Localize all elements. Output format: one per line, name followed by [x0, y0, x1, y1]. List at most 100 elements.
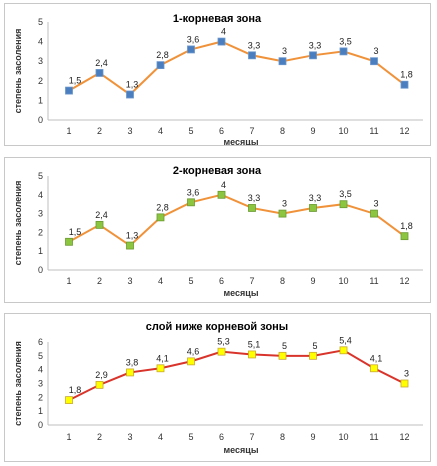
data-point-marker [248, 350, 256, 359]
x-tick-label: 3 [127, 126, 132, 136]
x-tick-label: 6 [219, 126, 224, 136]
data-label: 3,5 [339, 36, 352, 46]
y-tick-label: 4 [38, 190, 43, 200]
data-point-marker [400, 80, 409, 89]
x-tick-label: 5 [188, 432, 193, 442]
data-label: 5 [312, 341, 317, 351]
data-point-marker [339, 47, 348, 56]
data-point-marker [156, 61, 165, 70]
x-tick-label: 5 [188, 276, 193, 286]
y-axis-title: степень засоления [13, 181, 23, 266]
data-point-marker [278, 351, 287, 360]
data-point-marker [400, 379, 409, 388]
data-point-marker [217, 347, 226, 356]
data-label: 4,1 [156, 353, 169, 363]
data-label: 4 [221, 27, 226, 37]
x-axis-title: месяцы [223, 137, 258, 145]
x-tick-label: 6 [219, 432, 224, 442]
data-point-marker [65, 237, 73, 246]
y-tick-label: 3 [38, 209, 43, 219]
data-label: 3,3 [309, 40, 322, 50]
x-tick-label: 4 [158, 276, 163, 286]
data-point-marker [248, 51, 256, 60]
data-label: 3 [282, 46, 287, 56]
chart-panel-3: слой ниже корневой зоны степень засоления… [4, 313, 431, 462]
y-axis-title: степень засоления [13, 341, 23, 426]
data-label: 5,1 [248, 339, 261, 349]
data-point-marker [309, 51, 317, 60]
data-point-marker [370, 57, 378, 66]
y-tick-label: 4 [38, 365, 43, 375]
x-tick-label: 4 [158, 126, 163, 136]
x-tick-label: 8 [280, 126, 285, 136]
y-tick-label: 3 [38, 56, 43, 66]
data-label: 5,3 [217, 337, 230, 347]
data-label: 4,1 [370, 353, 383, 363]
data-label: 3,3 [248, 193, 261, 203]
data-label: 2,9 [95, 370, 108, 380]
data-point-marker [95, 380, 104, 389]
x-tick-label: 7 [249, 432, 254, 442]
y-tick-label: 1 [38, 95, 43, 105]
chart-2-svg: 2-корневая зона степень засоления месяцы 0 1… [13, 165, 423, 298]
data-label: 2,8 [156, 202, 169, 212]
data-point-marker [400, 232, 409, 241]
chart-3-svg: слой ниже корневой зоны степень засоления… [13, 321, 423, 455]
data-label: 3 [282, 199, 287, 209]
x-tick-label: 11 [369, 432, 378, 442]
y-tick-label: 1 [38, 246, 43, 256]
y-tick-label: 0 [38, 115, 43, 125]
data-point-marker [278, 209, 287, 218]
data-point-marker [217, 190, 226, 199]
y-axis-title: степень засоления [13, 29, 23, 114]
chart-title: слой ниже корневой зоны [146, 321, 288, 333]
data-label: 1,8 [69, 385, 82, 395]
y-tick-label: 2 [38, 227, 43, 237]
data-label: 3,3 [248, 40, 261, 50]
y-tick-label: 5 [38, 351, 43, 361]
chart-title: 1-корневая зона [173, 13, 262, 25]
data-label: 1,3 [126, 231, 139, 241]
y-tick-label: 0 [38, 265, 43, 275]
x-tick-label: 10 [338, 276, 348, 286]
x-axis-title: месяцы [223, 288, 258, 298]
data-label: 3,5 [339, 189, 352, 199]
data-point-marker [339, 200, 348, 209]
data-label: 1,5 [69, 76, 82, 86]
x-tick-label: 2 [97, 126, 102, 136]
data-label: 1,5 [69, 227, 82, 237]
series-line [68, 193, 406, 247]
data-point-marker [65, 396, 73, 404]
y-tick-label: 3 [38, 379, 43, 389]
x-tick-label: 7 [249, 276, 254, 286]
data-point-marker [278, 57, 287, 66]
x-tick-label: 10 [338, 126, 348, 136]
data-label: 4 [221, 180, 226, 190]
x-tick-label: 8 [280, 432, 285, 442]
x-tick-label: 1 [66, 126, 71, 136]
chart-panel-1: 1-корневая зона степень засоления месяцы 0 1… [4, 3, 431, 146]
data-point-marker [309, 204, 317, 212]
data-label: 1,8 [400, 221, 413, 231]
data-point-marker [187, 45, 195, 54]
data-label: 3 [373, 46, 378, 56]
x-tick-label: 12 [399, 432, 409, 442]
data-point-marker [95, 69, 104, 77]
chart-title: 2-корневая зона [173, 165, 262, 177]
x-tick-label: 5 [188, 126, 193, 136]
x-tick-label: 8 [280, 276, 285, 286]
x-tick-label: 7 [249, 126, 254, 136]
data-point-marker [217, 37, 226, 46]
data-label: 4,6 [187, 346, 200, 356]
x-tick-label: 9 [310, 432, 315, 442]
data-label: 3 [373, 199, 378, 209]
data-label: 3 [404, 369, 409, 379]
series-line [68, 349, 405, 401]
data-point-marker [65, 86, 73, 95]
y-tick-label: 2 [38, 392, 43, 402]
x-tick-label: 4 [158, 432, 163, 442]
x-axis-title: месяцы [223, 445, 258, 455]
data-point-marker [126, 241, 134, 250]
data-point-marker [187, 198, 195, 207]
data-point-marker [187, 357, 195, 366]
